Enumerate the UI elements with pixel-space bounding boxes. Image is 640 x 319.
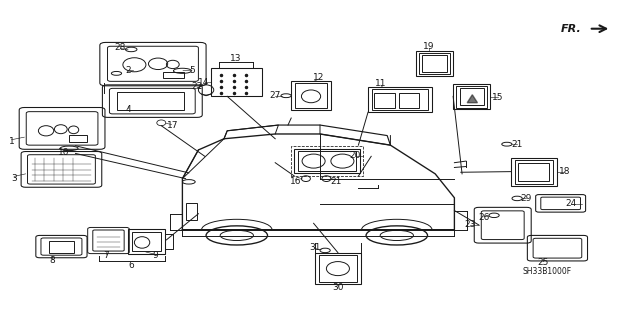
Bar — [453, 84, 490, 109]
Text: 15: 15 — [492, 93, 504, 102]
Text: 9: 9 — [152, 251, 157, 260]
Text: 22: 22 — [191, 82, 203, 91]
Bar — [117, 92, 184, 110]
Text: 21: 21 — [511, 140, 523, 149]
Bar — [128, 229, 165, 254]
Bar — [298, 151, 356, 171]
Bar — [374, 93, 395, 108]
Text: 5: 5 — [189, 66, 195, 75]
Text: 31: 31 — [309, 243, 321, 252]
Bar — [422, 55, 447, 72]
Text: 24: 24 — [565, 199, 577, 208]
Text: 10: 10 — [58, 148, 70, 157]
Text: 21: 21 — [330, 177, 342, 186]
Bar — [315, 253, 361, 284]
Text: 25: 25 — [537, 258, 548, 267]
Text: 20: 20 — [349, 151, 361, 160]
Text: 29: 29 — [520, 194, 532, 203]
Bar — [294, 149, 360, 173]
Bar — [319, 255, 357, 282]
Text: 26: 26 — [478, 213, 490, 222]
Bar — [419, 53, 450, 74]
Text: 4: 4 — [125, 105, 131, 114]
Text: SH33B1000F: SH33B1000F — [523, 267, 572, 276]
Text: 1: 1 — [9, 137, 14, 146]
Bar — [372, 89, 428, 110]
Text: 14: 14 — [198, 78, 209, 87]
Text: 12: 12 — [313, 73, 324, 82]
Text: 17: 17 — [167, 121, 179, 130]
Text: 2: 2 — [125, 66, 131, 75]
Text: 16: 16 — [290, 177, 301, 186]
Text: 23: 23 — [464, 220, 476, 229]
Polygon shape — [467, 95, 477, 103]
Text: 18: 18 — [559, 167, 570, 176]
Bar — [511, 158, 557, 186]
Text: 13: 13 — [230, 54, 241, 63]
Bar — [211, 68, 262, 96]
Text: 11: 11 — [375, 79, 387, 88]
Bar — [163, 72, 184, 78]
Bar — [368, 87, 432, 112]
Bar — [515, 160, 553, 184]
Text: 27: 27 — [269, 91, 281, 100]
Bar — [186, 203, 197, 220]
Text: 6: 6 — [129, 261, 134, 270]
Bar — [69, 135, 87, 142]
Text: 8: 8 — [50, 256, 55, 265]
Bar — [291, 146, 363, 176]
Text: 28: 28 — [115, 43, 126, 52]
Text: FR.: FR. — [561, 24, 582, 34]
Bar — [518, 163, 549, 181]
Bar — [416, 51, 453, 76]
Bar — [132, 232, 161, 251]
Text: 3: 3 — [12, 174, 17, 183]
Bar — [460, 88, 484, 105]
Text: 7: 7 — [103, 251, 108, 260]
Bar — [456, 86, 487, 108]
Bar — [291, 81, 331, 110]
Text: 30: 30 — [332, 283, 344, 292]
Bar — [295, 83, 327, 108]
Text: 19: 19 — [423, 42, 435, 51]
Bar — [49, 241, 74, 253]
Bar — [399, 93, 419, 108]
